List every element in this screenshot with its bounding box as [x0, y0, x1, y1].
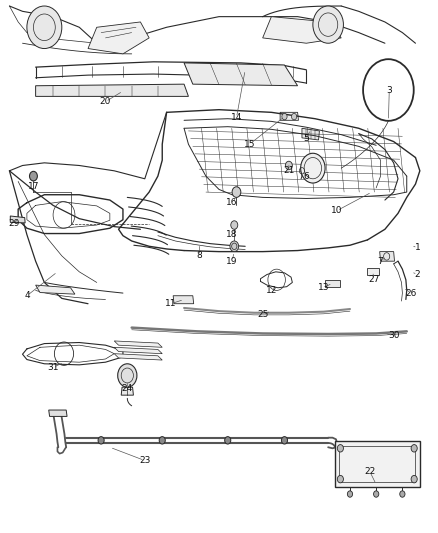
Text: 4: 4 [24, 291, 30, 300]
Polygon shape [367, 268, 379, 275]
Circle shape [282, 437, 288, 444]
Circle shape [286, 161, 292, 169]
Polygon shape [173, 296, 194, 304]
Text: 19: 19 [226, 257, 238, 265]
Polygon shape [325, 280, 340, 287]
Text: 26: 26 [406, 288, 417, 297]
Circle shape [231, 221, 238, 229]
Text: 2: 2 [415, 270, 420, 279]
Circle shape [337, 445, 343, 452]
Text: 22: 22 [364, 467, 375, 475]
Polygon shape [335, 441, 420, 487]
Text: 8: 8 [197, 252, 202, 260]
Text: 16: 16 [226, 198, 238, 207]
Circle shape [230, 241, 239, 252]
Polygon shape [114, 354, 162, 360]
Text: 3: 3 [386, 85, 392, 94]
Circle shape [159, 437, 165, 444]
Polygon shape [302, 128, 319, 140]
Text: 7: 7 [378, 257, 383, 265]
Circle shape [363, 59, 414, 121]
Text: 20: 20 [100, 97, 111, 106]
Text: 10: 10 [331, 206, 343, 215]
Text: 6: 6 [304, 172, 309, 181]
Circle shape [337, 475, 343, 483]
Text: 23: 23 [139, 456, 151, 465]
Text: 15: 15 [244, 140, 255, 149]
Circle shape [400, 491, 405, 497]
Text: 29: 29 [8, 220, 19, 229]
Circle shape [27, 6, 62, 49]
Text: 11: 11 [165, 299, 177, 308]
Text: 21: 21 [283, 166, 294, 175]
Circle shape [313, 6, 343, 43]
Polygon shape [121, 387, 134, 395]
Text: 1: 1 [415, 244, 420, 253]
Text: 27: 27 [368, 275, 380, 284]
Text: 12: 12 [266, 286, 277, 295]
Circle shape [411, 475, 417, 483]
Polygon shape [49, 410, 67, 416]
Polygon shape [11, 216, 25, 223]
Polygon shape [35, 84, 188, 96]
Text: 31: 31 [47, 363, 59, 372]
Polygon shape [184, 63, 297, 86]
Text: 18: 18 [226, 230, 238, 239]
Text: 24: 24 [122, 384, 133, 393]
Polygon shape [381, 79, 392, 92]
Polygon shape [280, 112, 298, 120]
Circle shape [291, 114, 297, 120]
Text: 25: 25 [257, 310, 268, 319]
Circle shape [411, 445, 417, 452]
Circle shape [374, 491, 379, 497]
Polygon shape [88, 22, 149, 54]
Polygon shape [114, 348, 162, 354]
Circle shape [282, 114, 287, 120]
Polygon shape [35, 285, 75, 294]
Polygon shape [380, 252, 395, 261]
Circle shape [232, 187, 241, 197]
Polygon shape [263, 17, 341, 43]
Circle shape [225, 437, 231, 444]
Text: 13: 13 [318, 283, 329, 292]
Circle shape [29, 171, 37, 181]
Text: 30: 30 [388, 331, 399, 340]
Polygon shape [114, 341, 162, 348]
Circle shape [98, 437, 104, 444]
Circle shape [118, 364, 137, 387]
Circle shape [300, 154, 325, 183]
Circle shape [347, 491, 353, 497]
Text: 5: 5 [304, 134, 309, 143]
Text: 17: 17 [28, 182, 39, 191]
Text: 14: 14 [231, 113, 242, 122]
